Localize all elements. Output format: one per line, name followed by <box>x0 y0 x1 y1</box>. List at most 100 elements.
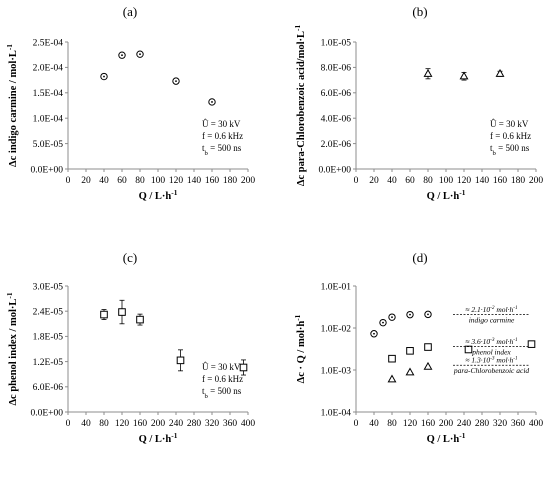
data-point-center <box>409 313 411 316</box>
data-point-center <box>139 53 141 56</box>
y-tick-label: 1.5E-04 <box>33 89 64 99</box>
info-pulse-width: tb = 500 ns <box>490 143 530 157</box>
data-point <box>459 71 469 80</box>
chart-panel-2: (b) 0 20 40 60 80 100 120 140 160 180 200 0.0E+00 2.0… <box>293 4 544 202</box>
x-tick-label: 120 <box>403 419 418 429</box>
y-tick-label: 1.0E-01 <box>321 282 352 292</box>
x-tick-label: 200 <box>439 419 454 429</box>
x-tick-label: 400 <box>241 419 256 429</box>
data-point <box>100 310 108 319</box>
data-point <box>387 374 397 383</box>
info-frequency: f = 0.6 kHz <box>202 374 243 384</box>
x-tick-label: 360 <box>223 419 238 429</box>
y-tick-label: 1.0E-04 <box>321 408 352 418</box>
x-tick-label: 400 <box>529 419 544 429</box>
data-point <box>423 68 433 77</box>
data-point-center <box>373 332 375 335</box>
x-tick-label: 280 <box>475 419 490 429</box>
panel-label: (d) <box>412 250 427 265</box>
data-point <box>527 340 536 348</box>
data-point-center <box>103 75 105 78</box>
y-tick-label: 0.0E+00 <box>30 165 63 175</box>
x-tick-label: 160 <box>493 176 508 186</box>
data-point <box>423 361 433 370</box>
x-axis-label: Q / L·h-1 <box>139 188 178 203</box>
data-point-center <box>175 80 177 83</box>
panel-label: (b) <box>412 4 427 19</box>
chart-panel-1: (a) 0 20 40 60 80 100 120 140 160 180 200 0.0E+00 5.0… <box>5 4 256 202</box>
data-point <box>406 347 414 355</box>
x-tick-label: 280 <box>187 419 202 429</box>
x-tick-label: 160 <box>133 419 148 429</box>
data-point <box>388 354 396 363</box>
annotation-value: ≈ 3.6·10-3 mol·h-1 <box>465 337 518 346</box>
info-frequency: f = 0.6 kHz <box>202 131 243 141</box>
x-tick-label: 180 <box>511 176 526 186</box>
x-tick-label: 60 <box>405 176 415 186</box>
y-tick-label: 1.0E-04 <box>33 115 64 125</box>
x-tick-label: 80 <box>423 176 433 186</box>
x-tick-label: 40 <box>99 176 109 186</box>
data-point <box>176 356 185 365</box>
y-tick-label: 3.0E-05 <box>33 282 64 292</box>
data-point-center <box>427 313 429 316</box>
panel-label: (c) <box>123 250 137 265</box>
data-point <box>239 363 248 372</box>
x-tick-label: 80 <box>135 176 145 186</box>
y-axis-label: Δc indigo carmine / mol·L-1 <box>5 44 20 167</box>
y-tick-label: 0.0E+00 <box>30 408 63 418</box>
y-tick-label: 1.2E-05 <box>33 358 64 368</box>
x-tick-label: 120 <box>115 419 130 429</box>
x-tick-label: 0 <box>66 419 71 429</box>
info-pulse-width: tb = 500 ns <box>202 143 242 157</box>
x-tick-label: 0 <box>354 419 359 429</box>
x-tick-label: 120 <box>457 176 472 186</box>
y-tick-label: 5.0E-05 <box>33 140 64 150</box>
info-pulse-width: tb = 500 ns <box>202 386 242 400</box>
data-point <box>464 345 473 354</box>
x-tick-label: 180 <box>223 176 238 186</box>
x-tick-label: 200 <box>151 419 166 429</box>
annotation-value: ≈ 1.3·10-3 mol·h-1 <box>465 356 518 365</box>
x-tick-label: 140 <box>187 176 202 186</box>
x-tick-label: 80 <box>99 419 109 429</box>
info-voltage: Û = 30 kV <box>202 362 241 372</box>
x-tick-label: 20 <box>81 176 91 186</box>
x-tick-label: 40 <box>81 419 91 429</box>
y-tick-label: 2.5E-04 <box>33 38 64 48</box>
data-point <box>118 308 126 316</box>
y-tick-label: 6.0E-06 <box>33 383 64 393</box>
x-tick-label: 140 <box>475 176 490 186</box>
x-tick-label: 320 <box>493 419 508 429</box>
panel-label: (a) <box>123 4 137 19</box>
annotation-name: indigo carmine <box>469 315 515 324</box>
y-tick-label: 2.0E-06 <box>321 140 352 150</box>
chart-panel-4: (d) 0 40 80 120 160 200 240 280 320 360 400 1.0E-04 1… <box>293 250 544 445</box>
data-point <box>495 68 505 77</box>
y-tick-label: 8.0E-06 <box>321 64 352 74</box>
x-tick-label: 240 <box>457 419 472 429</box>
x-tick-label: 200 <box>529 176 544 186</box>
data-point-center <box>382 321 384 324</box>
annotation-name: phenol index <box>471 348 511 357</box>
y-tick-label: 1.0E-03 <box>321 366 352 376</box>
x-tick-label: 60 <box>117 176 127 186</box>
info-voltage: Û = 30 kV <box>202 119 241 129</box>
y-axis-label: Δc para-Chlorobenzoic acid/mol·L-1 <box>293 25 308 187</box>
x-axis-label: Q / L·h-1 <box>427 431 466 446</box>
x-tick-label: 160 <box>421 419 436 429</box>
x-tick-label: 360 <box>511 419 526 429</box>
x-tick-label: 0 <box>66 176 71 186</box>
x-tick-label: 40 <box>387 176 397 186</box>
y-tick-label: 6.0E-06 <box>321 89 352 99</box>
data-point-center <box>391 316 393 319</box>
info-voltage: Û = 30 kV <box>490 119 529 129</box>
data-point <box>405 367 415 376</box>
x-tick-label: 200 <box>241 176 256 186</box>
y-tick-label: 1.8E-05 <box>33 333 64 343</box>
y-tick-label: 2.0E-04 <box>33 64 64 74</box>
y-tick-label: 4.0E-06 <box>321 115 352 125</box>
y-tick-label: 1.0E-05 <box>321 38 352 48</box>
annotation-value: ≈ 2.1·10-2 mol·h-1 <box>465 305 518 314</box>
